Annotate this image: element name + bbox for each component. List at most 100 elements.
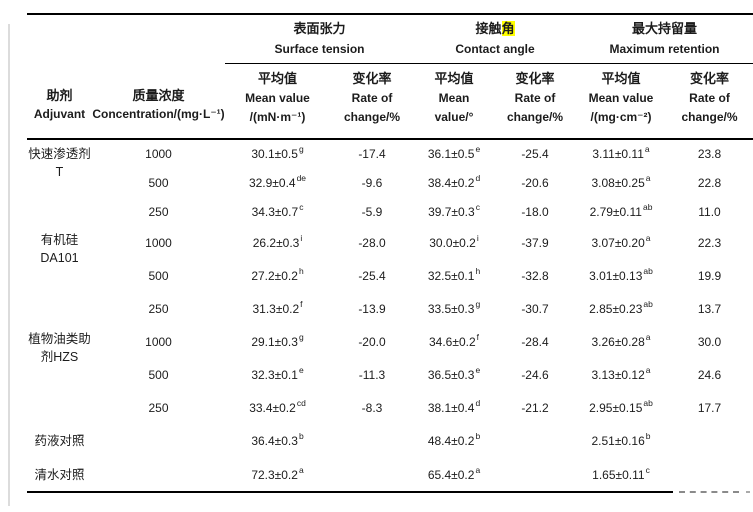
surface-tension-rate-cell: -28.0: [358, 235, 386, 250]
header-group-row: 助剂 Adjuvant 质量浓度 Concentration/(mg·L⁻¹) …: [27, 14, 753, 140]
adjuvant-cell: 植物油类助 剂HZS: [28, 332, 91, 364]
significance-letter: c: [299, 201, 304, 212]
header-sub-row: 平均值 Mean value /(mN·m⁻¹) 变化率 Rate of cha…: [27, 63, 753, 140]
group-header-surface-tension: 表面张力 Surface tension: [225, 14, 414, 64]
surface-tension-rate-cell: -11.3: [358, 367, 386, 382]
group-header-max-retention: 最大持留量 Maximum retention: [576, 14, 753, 64]
contact-angle-mean-cell: 48.4±0.2b: [427, 430, 481, 448]
surface-tension-rate-cell: -13.9: [358, 301, 386, 316]
table-row: 250 34.3±0.7c -5.9 39.7±0.3c -18.0 2.79±0.11a…: [27, 197, 753, 226]
concentration-cell: 250: [148, 301, 169, 316]
table-body: 快速渗透剂 T 1000 30.1±0.5g -17.4 36.1±0.5e -25.4 3.…: [27, 139, 753, 493]
concentration-cell: 500: [148, 367, 169, 382]
max-retention-mean-cell: 2.51±0.16b: [591, 430, 651, 448]
surface-tension-mean-cell: 29.1±0.3g: [251, 331, 304, 349]
col-header-adjuvant-en: Adjuvant: [33, 107, 86, 121]
sub-header-ca-rate: 变化率 Rate of change/%: [494, 63, 576, 140]
results-table: 助剂 Adjuvant 质量浓度 Concentration/(mg·L⁻¹) …: [27, 13, 753, 493]
max-retention-rate-cell: 17.7: [697, 400, 722, 415]
table-bottom-border: [27, 491, 673, 493]
max-retention-mean-cell: 1.65±0.11c: [592, 465, 650, 482]
significance-letter: c: [475, 201, 480, 212]
significance-letter: e: [475, 364, 481, 375]
sub-header-ca-mean: 平均值 Mean value/°: [414, 63, 494, 140]
contact-angle-mean-cell: 34.6±0.2f: [429, 331, 479, 349]
max-retention-mean-cell: 2.85±0.23ab: [589, 298, 653, 316]
max-retention-mean-cell: 2.95±0.15ab: [589, 397, 653, 415]
sub-header-st-rate: 变化率 Rate of change/%: [330, 63, 414, 140]
max-retention-rate-cell: 30.0: [697, 334, 722, 349]
surface-tension-mean-cell: 26.2±0.3i: [252, 232, 303, 250]
sub-header-mr-rate: 变化率 Rate of change/%: [666, 63, 753, 140]
concentration-cell: 250: [148, 204, 169, 219]
max-retention-mean-cell: 3.26±0.28a: [591, 331, 651, 349]
search-highlight: 角: [501, 20, 515, 36]
col-header-concentration-en: Concentration/(mg·L⁻¹): [92, 107, 225, 121]
contact-angle-rate-cell: -32.8: [521, 268, 549, 283]
group-header-contact-angle-zh: 接触角: [414, 19, 576, 39]
surface-tension-rate-cell: -9.6: [361, 175, 383, 190]
table-row: 250 31.3±0.2f -13.9 33.5±0.3g -30.7 2.85±0.23…: [27, 292, 753, 325]
contact-angle-rate-cell: -25.4: [521, 147, 549, 161]
group-header-max-retention-zh: 最大持留量: [632, 20, 698, 36]
max-retention-rate-cell: 13.7: [697, 301, 722, 316]
surface-tension-mean-cell: 32.3±0.1e: [251, 364, 304, 382]
significance-letter: f: [300, 298, 303, 309]
adjuvant-cell: 药液对照: [34, 433, 85, 448]
sub-header-ca-mean-en2: value/°: [434, 109, 474, 124]
table-bottom-border-dashes: [679, 491, 739, 493]
max-retention-mean-cell: 3.13±0.12a: [591, 364, 651, 382]
max-retention-rate-cell: [666, 424, 753, 457]
significance-letter: c: [645, 465, 650, 475]
significance-letter: e: [475, 144, 481, 154]
significance-letter: a: [644, 144, 650, 154]
table-row: 500 32.3±0.1e -11.3 36.5±0.3e -24.6 3.13±0.12…: [27, 358, 753, 391]
sub-header-st-mean-en1: Mean value: [245, 90, 310, 105]
table-row: 清水对照 72.3±0.2a 65.4±0.2a 1.65±0.11c: [27, 457, 753, 493]
sub-header-st-mean: 平均值 Mean value /(mN·m⁻¹): [225, 63, 330, 140]
sub-header-ca-mean-zh: 平均值: [434, 70, 474, 86]
sub-header-ca-rate-en1: Rate of: [514, 90, 556, 105]
significance-letter: b: [475, 430, 481, 441]
surface-tension-mean-cell: 31.3±0.2f: [252, 298, 303, 316]
max-retention-rate-cell: 24.6: [697, 367, 722, 382]
significance-letter: a: [298, 465, 304, 475]
sub-header-st-rate-en1: Rate of: [351, 90, 393, 105]
significance-letter: cd: [296, 397, 306, 408]
significance-letter: g: [298, 144, 304, 154]
sub-header-mr-mean-en2: /(mg·cm⁻²): [590, 109, 652, 124]
contact-angle-mean-cell: 36.1±0.5e: [427, 144, 481, 161]
sub-header-st-mean-en2: /(mN·m⁻¹): [249, 109, 306, 124]
surface-tension-rate-cell: [330, 424, 414, 457]
surface-tension-rate-cell: [330, 457, 414, 493]
max-retention-rate-cell: [666, 457, 753, 493]
sub-header-mr-mean-zh: 平均值: [601, 70, 641, 86]
sub-header-mr-mean: 平均值 Mean value /(mg·cm⁻²): [576, 63, 666, 140]
contact-angle-rate-cell: [494, 424, 576, 457]
contact-angle-rate-cell: -21.2: [521, 400, 549, 415]
sub-header-st-rate-zh: 变化率: [352, 70, 392, 86]
sub-header-mr-rate-zh: 变化率: [690, 70, 730, 86]
table-row: 植物油类助 剂HZS 1000 29.1±0.3g -20.0 34.6±0.2f -28.…: [27, 325, 753, 364]
group-header-max-retention-en: Maximum retention: [609, 41, 720, 56]
adjuvant-cell: 清水对照: [34, 468, 85, 482]
contact-angle-mean-cell: 30.0±0.2i: [429, 232, 479, 250]
surface-tension-rate-cell: -8.3: [361, 400, 383, 415]
significance-letter: ab: [643, 265, 653, 276]
group-header-surface-tension-en: Surface tension: [274, 41, 365, 56]
adjuvant-cell: 有机硅 DA101: [40, 233, 79, 265]
contact-angle-mean-cell: 32.5±0.1h: [427, 265, 481, 283]
max-retention-mean-cell: 3.11±0.11a: [592, 144, 650, 161]
significance-letter: e: [298, 364, 304, 375]
max-retention-mean-cell: 3.08±0.25a: [591, 172, 651, 190]
contact-angle-rate-cell: -28.4: [521, 334, 549, 349]
sub-header-mr-rate-en1: Rate of: [689, 90, 730, 105]
group-header-surface-tension-zh: 表面张力: [293, 20, 346, 36]
adjuvant-cell: 快速渗透剂 T: [28, 147, 91, 179]
max-retention-rate-cell: 19.9: [697, 268, 722, 283]
max-retention-rate-cell: 22.3: [697, 235, 722, 250]
significance-letter: h: [298, 265, 304, 276]
surface-tension-mean-cell: 33.4±0.2cd: [249, 397, 306, 415]
contact-angle-mean-cell: 33.5±0.3g: [427, 298, 481, 316]
surface-tension-rate-cell: -25.4: [358, 268, 386, 283]
